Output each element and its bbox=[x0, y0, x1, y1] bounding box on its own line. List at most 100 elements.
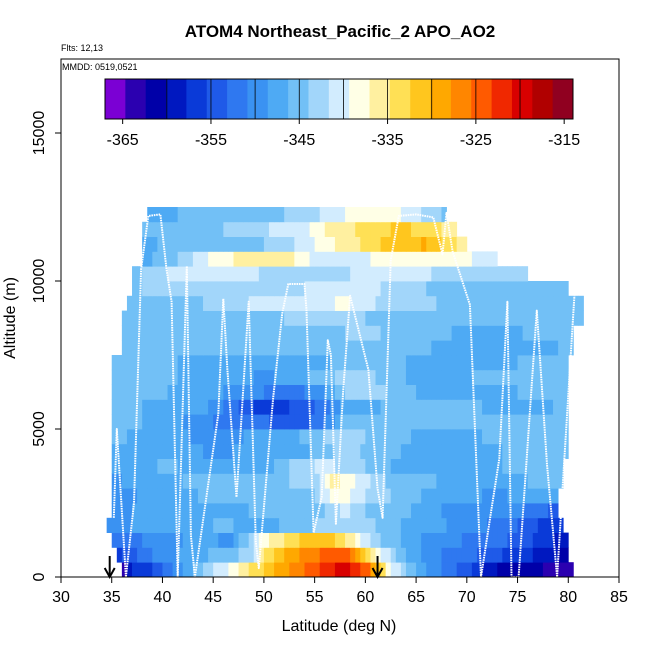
heatmap-cell bbox=[411, 414, 417, 430]
heatmap-cell bbox=[471, 517, 478, 533]
heatmap-cell bbox=[553, 503, 559, 519]
heatmap-cell bbox=[395, 517, 402, 533]
heatmap-cell bbox=[268, 429, 275, 445]
heatmap-cell bbox=[248, 266, 255, 282]
heatmap-cell bbox=[416, 399, 422, 415]
heatmap-cell bbox=[132, 399, 138, 415]
heatmap-cell bbox=[121, 325, 128, 341]
heatmap-cell bbox=[187, 221, 194, 237]
x-axis-label: Latitude (deg N) bbox=[282, 618, 397, 635]
heatmap-cell bbox=[274, 221, 280, 237]
heatmap-cell bbox=[314, 517, 321, 533]
heatmap-cell bbox=[258, 399, 265, 415]
x-tick-label: 60 bbox=[356, 589, 374, 606]
heatmap-cell bbox=[446, 281, 452, 297]
heatmap-cell bbox=[248, 517, 255, 533]
heatmap-cell bbox=[162, 310, 168, 326]
heatmap-cell bbox=[365, 503, 371, 519]
heatmap-cell bbox=[385, 473, 392, 489]
colorbar-swatch bbox=[247, 79, 269, 119]
heatmap-cell bbox=[162, 295, 168, 311]
heatmap-cell bbox=[517, 266, 524, 282]
heatmap-cell bbox=[167, 429, 173, 445]
heatmap-cell bbox=[532, 369, 539, 385]
heatmap-cell bbox=[263, 517, 270, 533]
heatmap-cell bbox=[517, 310, 524, 326]
heatmap-cell bbox=[304, 221, 310, 237]
colorbar-swatch bbox=[450, 79, 472, 119]
heatmap-cell bbox=[203, 503, 209, 519]
heatmap-cell bbox=[385, 251, 392, 267]
heatmap-cell bbox=[289, 369, 295, 385]
heatmap-cell bbox=[304, 473, 310, 489]
heatmap-cell bbox=[334, 414, 341, 430]
heatmap-cell bbox=[228, 221, 234, 237]
heatmap-cell bbox=[492, 562, 498, 578]
heatmap-cell bbox=[451, 310, 458, 326]
heatmap-cell bbox=[208, 547, 214, 563]
heatmap-cell bbox=[487, 369, 493, 385]
heatmap-cell bbox=[345, 503, 351, 519]
heatmap-cell bbox=[400, 325, 407, 341]
heatmap-cell bbox=[147, 503, 153, 519]
heatmap-cell bbox=[294, 443, 300, 459]
heatmap-cell bbox=[162, 384, 168, 400]
heatmap-cell bbox=[512, 414, 518, 430]
heatmap-cell bbox=[355, 414, 361, 430]
heatmap-cell bbox=[121, 503, 128, 519]
heatmap-cell bbox=[482, 355, 488, 371]
heatmap-cell bbox=[360, 384, 366, 400]
heatmap-cell bbox=[350, 503, 356, 519]
heatmap-cell bbox=[299, 207, 305, 223]
y-axis-label: Altitude (m) bbox=[2, 277, 19, 359]
heatmap-cell bbox=[405, 384, 412, 400]
heatmap-cell bbox=[289, 221, 295, 237]
heatmap-cell bbox=[218, 532, 224, 548]
heatmap-cell bbox=[421, 399, 427, 415]
heatmap-cell bbox=[274, 443, 280, 459]
heatmap-cell bbox=[360, 473, 366, 489]
heatmap-cell bbox=[334, 517, 341, 533]
heatmap-cell bbox=[436, 310, 442, 326]
heatmap-cell bbox=[258, 207, 265, 223]
heatmap-cell bbox=[157, 281, 163, 297]
heatmap-cell bbox=[121, 369, 128, 385]
heatmap-cell bbox=[142, 399, 148, 415]
heatmap-cell bbox=[446, 547, 452, 563]
heatmap-cell bbox=[426, 429, 432, 445]
heatmap-cell bbox=[345, 547, 351, 563]
heatmap-cell bbox=[355, 281, 361, 297]
heatmap-cell bbox=[411, 310, 417, 326]
heatmap-cell bbox=[547, 562, 554, 578]
heatmap-cell bbox=[324, 517, 331, 533]
heatmap-cell bbox=[258, 458, 265, 474]
heatmap-cell bbox=[497, 266, 503, 282]
heatmap-cell bbox=[213, 207, 219, 223]
heatmap-cell bbox=[411, 384, 417, 400]
heatmap-cell bbox=[380, 236, 387, 252]
heatmap-cell bbox=[289, 458, 295, 474]
heatmap-cell bbox=[253, 207, 260, 223]
heatmap-cell bbox=[375, 325, 381, 341]
heatmap-cell bbox=[294, 355, 300, 371]
heatmap-cell bbox=[309, 369, 316, 385]
heatmap-cell bbox=[203, 266, 209, 282]
heatmap-cell bbox=[253, 369, 260, 385]
heatmap-cell bbox=[400, 340, 407, 356]
heatmap-cell bbox=[461, 458, 468, 474]
heatmap-cell bbox=[309, 266, 316, 282]
heatmap-cell bbox=[340, 251, 346, 267]
heatmap-cell bbox=[522, 310, 529, 326]
heatmap-cell bbox=[263, 399, 270, 415]
heatmap-cell bbox=[121, 488, 128, 504]
heatmap-cell bbox=[426, 310, 432, 326]
heatmap-cell bbox=[390, 503, 397, 519]
heatmap-cell bbox=[436, 488, 442, 504]
heatmap-cell bbox=[421, 547, 427, 563]
heatmap-cell bbox=[375, 429, 381, 445]
heatmap-cell bbox=[147, 207, 153, 223]
heatmap-cell bbox=[147, 399, 153, 415]
heatmap-cell bbox=[218, 547, 224, 563]
heatmap-cell bbox=[558, 281, 564, 297]
heatmap-cell bbox=[365, 340, 371, 356]
